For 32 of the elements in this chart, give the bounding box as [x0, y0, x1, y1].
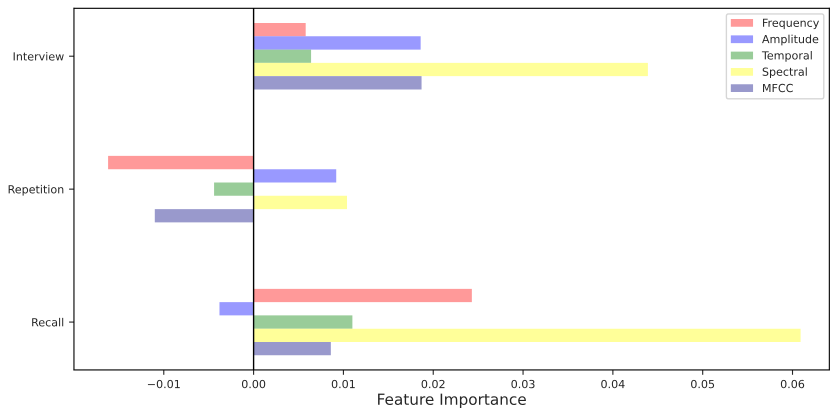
- x-tick-label: 0.02: [422, 380, 444, 388]
- x-tick-label: 0.00: [242, 380, 266, 388]
- x-tick-label: −0.01: [148, 380, 180, 388]
- bar: [254, 36, 421, 50]
- bar: [254, 342, 331, 356]
- x-tick-label: 0.06: [780, 380, 804, 388]
- bar: [254, 62, 648, 76]
- x-tick-label: 0.05: [691, 380, 714, 388]
- bar: [254, 76, 422, 90]
- bar: [219, 302, 254, 316]
- bar: [254, 50, 312, 63]
- legend-label: Spectral: [762, 67, 807, 78]
- bar: [154, 209, 254, 222]
- bar: [108, 156, 254, 170]
- bar: [254, 288, 472, 302]
- legend-label: Frequency: [763, 18, 820, 30]
- bar: [254, 22, 306, 36]
- y-tick-label: Repetition: [8, 184, 64, 196]
- bar: [214, 182, 254, 196]
- legend-label: MFCC: [763, 84, 793, 92]
- bar: [254, 169, 336, 182]
- legend-label: Temporal: [762, 50, 812, 62]
- bar: [254, 196, 348, 210]
- x-tick-label: 0.04: [601, 380, 625, 388]
- bar: [254, 315, 352, 329]
- x-axis-title: Feature Importance: [378, 394, 526, 408]
- x-tick-label: 0.01: [332, 380, 355, 388]
- x-tick-label: 0.03: [511, 380, 535, 388]
- y-tick-label: Recall: [32, 318, 64, 326]
- bar: [254, 328, 801, 342]
- y-tick-label: Interview: [14, 52, 64, 61]
- legend-label: Amplitude: [762, 34, 818, 46]
